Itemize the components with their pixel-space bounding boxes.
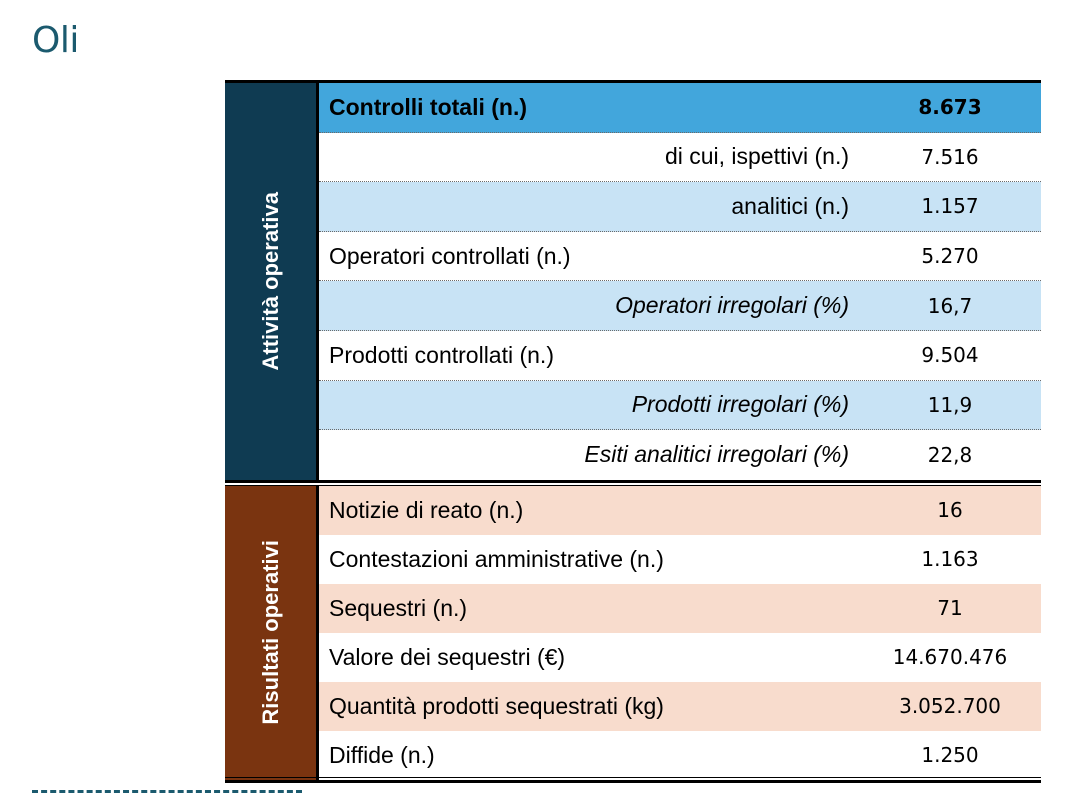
row-value: 8.673	[918, 95, 982, 120]
row-value: 16,7	[927, 293, 973, 318]
statistics-table: Attività operativa Controlli totali (n.)…	[225, 80, 1041, 783]
table-row-notizie-di-reato: Notizie di reato (n.) 16	[319, 485, 1041, 535]
table-row-prodotti-irregolari: Prodotti irregolari (%) 11,9	[319, 380, 1041, 431]
table-row-operatori-irregolari: Operatori irregolari (%) 16,7	[319, 281, 1041, 331]
table-row-sequestri: Sequestri (n.) 71	[319, 583, 1041, 633]
row-value: 22,8	[927, 442, 973, 467]
row-label: Controlli totali (n.)	[329, 93, 528, 120]
row-label: di cui, ispettivi (n.)	[664, 143, 849, 170]
group-risultati-operativi: Risultati operativi Notizie di reato (n.…	[225, 484, 1041, 783]
row-label: Esiti analitici irregolari (%)	[584, 441, 849, 468]
row-value: 11,9	[927, 392, 973, 417]
table-row-contestazioni: Contestazioni amministrative (n.) 1.163	[319, 534, 1041, 584]
table-row-analitici: analitici (n.) 1.157	[319, 182, 1041, 232]
row-value: 16	[937, 498, 963, 523]
group-label-attivita: Attività operativa	[225, 83, 319, 480]
row-value: 14.670.476	[892, 645, 1008, 670]
row-label: analitici (n.)	[731, 192, 849, 219]
group-attivita-operativa: Attività operativa Controlli totali (n.)…	[225, 80, 1041, 483]
row-value: 7.516	[921, 144, 979, 169]
table-row-ispettivi: di cui, ispettivi (n.) 7.516	[319, 132, 1041, 183]
table-row-operatori-controllati: Operatori controllati (n.) 5.270	[319, 231, 1041, 282]
table-bottom-rule	[225, 777, 1041, 778]
row-label: Notizie di reato (n.)	[329, 496, 524, 523]
table-row-quantita-sequestrati: Quantità prodotti sequestrati (kg) 3.052…	[319, 681, 1041, 731]
row-label: Operatori irregolari (%)	[615, 292, 849, 319]
table-row-diffide: Diffide (n.) 1.250	[319, 730, 1041, 780]
row-label: Quantità prodotti sequestrati (kg)	[329, 692, 664, 719]
row-label: Valore dei sequestri (€)	[329, 643, 566, 670]
row-value: 9.504	[921, 343, 979, 368]
row-value: 5.270	[921, 244, 979, 269]
group-label-risultati: Risultati operativi	[225, 485, 319, 780]
page-title: Oli	[32, 20, 79, 61]
row-label: Contestazioni amministrative (n.)	[329, 545, 664, 572]
row-value: 71	[937, 596, 963, 621]
cropped-heading-fragment	[32, 782, 302, 794]
row-value: 1.157	[921, 194, 979, 219]
row-label: Prodotti irregolari (%)	[631, 391, 849, 418]
table-row-esiti-analitici-irregolari: Esiti analitici irregolari (%) 22,8	[319, 430, 1041, 480]
row-value: 1.250	[921, 743, 979, 768]
table-row-prodotti-controllati: Prodotti controllati (n.) 9.504	[319, 330, 1041, 381]
row-label: Diffide (n.)	[329, 741, 435, 768]
table-row-controlli-totali: Controlli totali (n.) 8.673	[319, 83, 1041, 133]
row-label: Prodotti controllati (n.)	[329, 341, 554, 368]
row-value: 1.163	[921, 547, 979, 572]
row-label: Operatori controllati (n.)	[329, 242, 571, 269]
row-label: Sequestri (n.)	[329, 594, 468, 621]
row-value: 3.052.700	[899, 694, 1001, 719]
table-row-valore-sequestri: Valore dei sequestri (€) 14.670.476	[319, 632, 1041, 682]
